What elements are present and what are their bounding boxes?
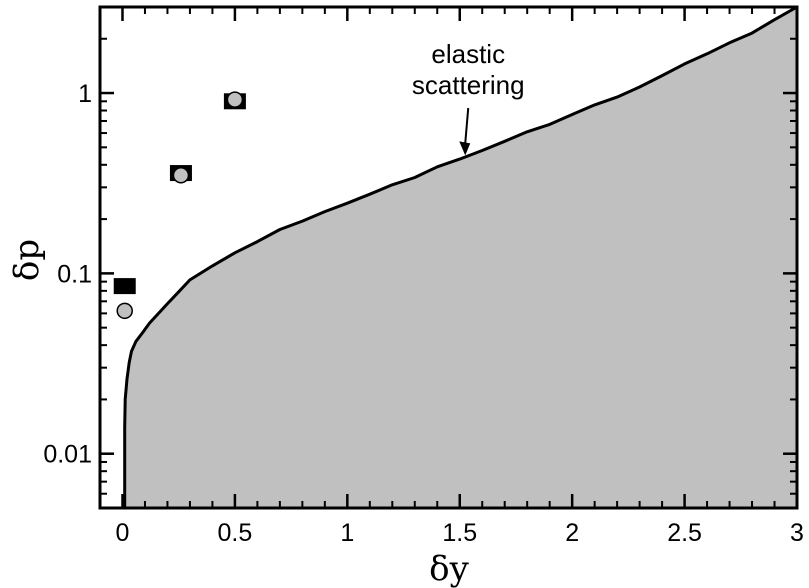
data-marks xyxy=(113,91,246,320)
tick-labels: 0 0.5 1 1.5 2 2.5 3 0.01 0.1 1 xyxy=(43,80,804,547)
annotation-arrow-shaft xyxy=(464,107,470,144)
shaded-region xyxy=(124,7,797,508)
annotation-arrow-head xyxy=(459,141,471,156)
boundary-curve xyxy=(123,5,798,508)
x-axis-title: δy xyxy=(429,549,469,588)
plot-area xyxy=(123,5,798,508)
annotation-text: scattering xyxy=(412,70,525,100)
y-tick-label: 0.01 xyxy=(43,441,92,469)
x-tick-label: 1.5 xyxy=(442,519,477,547)
annotation-text: elastic xyxy=(431,39,505,69)
axis-ticks xyxy=(98,5,799,510)
x-tick-label: 3 xyxy=(790,519,804,547)
x-tick-label: 0.5 xyxy=(218,519,253,547)
plot-frame xyxy=(98,5,799,510)
y-axis-title: δp xyxy=(7,239,47,281)
circle-marker xyxy=(226,91,244,108)
x-tick-label: 1 xyxy=(340,519,354,547)
y-tick-label: 0.1 xyxy=(57,260,92,288)
x-tick-label: 0 xyxy=(116,519,130,547)
y-tick-label: 1 xyxy=(78,80,92,108)
circle-marker xyxy=(172,167,190,184)
circle-marker xyxy=(116,302,133,320)
square-marker xyxy=(113,278,136,295)
x-tick-label: 2.5 xyxy=(667,519,702,547)
x-tick-label: 2 xyxy=(565,519,579,547)
